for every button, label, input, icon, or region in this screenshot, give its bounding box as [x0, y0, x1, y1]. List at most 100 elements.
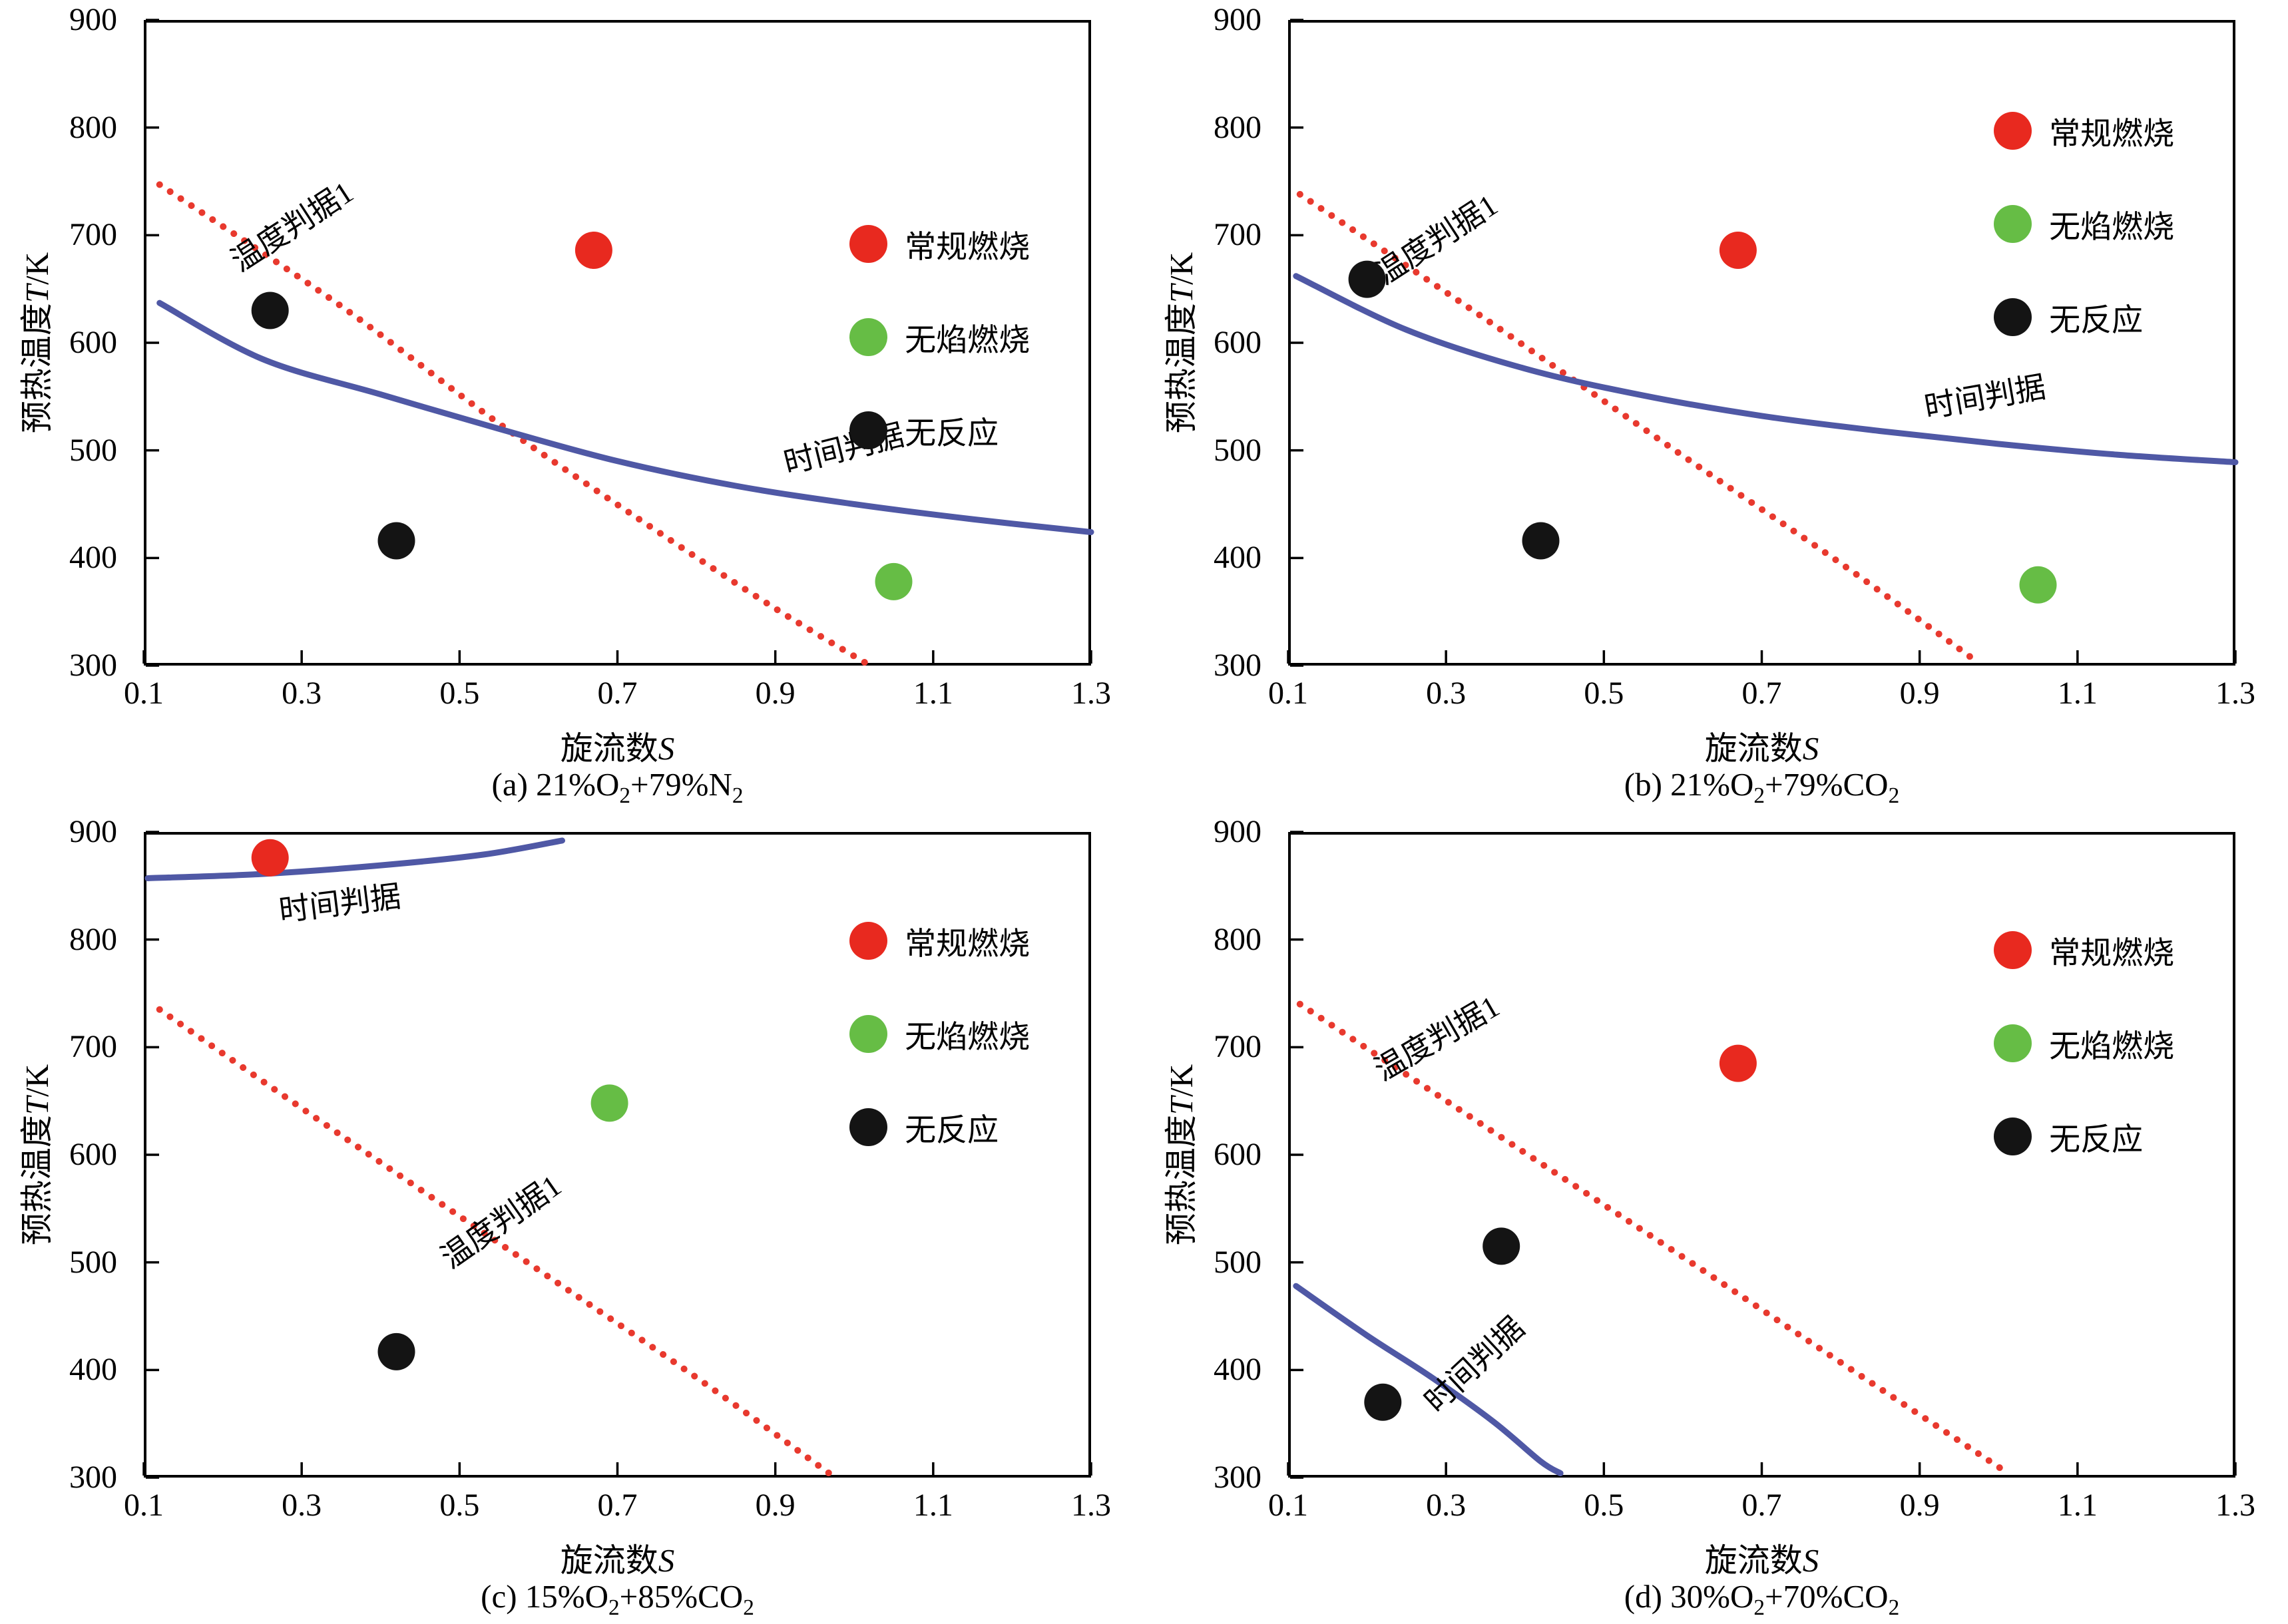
y-tick-label: 300	[1214, 1460, 1261, 1495]
plot-frame	[1288, 20, 2235, 666]
plot-canvas: 温度判据1 时间判据	[1287, 19, 2239, 667]
temp-criterion-line	[1296, 190, 1978, 664]
time-criterion-line	[156, 300, 1094, 535]
legend-marker-flameless-icon	[849, 1014, 888, 1053]
legend-label: 常规燃烧	[2049, 936, 2175, 972]
legend-label: 常规燃烧	[905, 230, 1030, 266]
y-tick-label: 800	[69, 109, 117, 145]
y-tick-label: 300	[1214, 648, 1261, 683]
legend-item-conventional: 常规燃烧	[849, 894, 1030, 987]
label-part: +85%CO	[619, 1578, 744, 1615]
label-part: 2	[1753, 1595, 1765, 1620]
legend-item-conventional: 常规燃烧	[849, 198, 1030, 291]
legend-item-flameless: 无焰燃烧	[1994, 177, 2174, 270]
legend-label: 常规燃烧	[2049, 116, 2175, 152]
legend-marker-no-reaction-icon	[1994, 1117, 2032, 1156]
legend-label: 无焰燃烧	[905, 1020, 1030, 1055]
y-axis-label: 预热温度T/K	[11, 176, 55, 509]
legend-marker-no-reaction-icon	[1994, 298, 2032, 336]
legend-item-conventional: 常规燃烧	[1994, 904, 2174, 997]
y-tick-label: 400	[69, 540, 117, 576]
label-part: 2	[608, 1595, 620, 1620]
x-tick-label: 0.3	[1426, 676, 1467, 711]
label-part: /K	[1163, 1064, 1200, 1097]
plot-canvas: 温度判据1 时间判据	[1287, 831, 2237, 1479]
point-no_reaction	[1483, 1227, 1520, 1265]
time-criterion-line	[144, 837, 565, 882]
legend-marker-flameless-icon	[849, 318, 888, 357]
x-tick-label: 0.5	[1584, 1488, 1624, 1523]
x-tick-label: 1.1	[2057, 676, 2098, 711]
y-tick-label: 700	[1214, 1029, 1261, 1065]
plot-area: 温度判据1 时间判据 常规燃烧 无焰燃烧 无反应	[1287, 831, 2237, 1479]
label-part: +79%CO	[1765, 766, 1889, 803]
label-part: 2	[1888, 1595, 1900, 1620]
legend-item-conventional: 常规燃烧	[1994, 84, 2174, 177]
label-part: +79%N	[630, 766, 732, 803]
x-tick-label: 1.1	[913, 1488, 953, 1523]
x-tick-label: 1.3	[2215, 676, 2255, 711]
x-axis-label: 旋流数S	[144, 1534, 1091, 1581]
x-tick-label: 0.1	[1268, 1488, 1308, 1523]
label-part: 预热温度	[19, 303, 55, 434]
label-part: (d) 30%O	[1624, 1578, 1754, 1615]
temp-criterion-label: 温度判据1	[1369, 989, 1505, 1088]
x-tick-label: 0.7	[1741, 1488, 1782, 1523]
label-part: +70%CO	[1765, 1578, 1889, 1615]
legend-label: 常规燃烧	[905, 926, 1030, 962]
y-tick-label: 700	[69, 1029, 117, 1065]
y-tick-label: 600	[69, 325, 117, 360]
legend-item-no-reaction: 无反应	[1994, 270, 2174, 363]
point-no_reaction	[377, 1332, 415, 1370]
x-tick-label: 1.1	[2057, 1488, 2098, 1523]
point-no_reaction	[251, 292, 289, 329]
y-tick-label: 800	[1214, 921, 1261, 957]
label-part: T	[1163, 284, 1200, 304]
label-part: /K	[19, 252, 55, 285]
label-part: S	[658, 730, 675, 767]
y-tick-label: 400	[1214, 1352, 1261, 1388]
x-tick-label: 0.1	[124, 676, 164, 711]
label-part: /K	[1163, 252, 1200, 285]
label-part: 旋流数	[1704, 730, 1803, 767]
time-criterion-label: 时间判据	[277, 879, 403, 928]
y-tick-label: 400	[69, 1352, 117, 1388]
x-tick-label: 0.3	[282, 1488, 322, 1523]
plot-frame	[1288, 832, 2235, 1478]
plot-frame	[144, 832, 1091, 1478]
legend: 常规燃烧 无焰燃烧 无反应	[849, 894, 1030, 1173]
y-axis-label: 预热温度T/K	[1155, 176, 1200, 509]
temp-criterion-line	[1296, 1000, 2010, 1476]
y-tick-label: 800	[69, 921, 117, 957]
legend-marker-flameless-icon	[1994, 204, 2032, 243]
label-part: (c) 15%O	[481, 1578, 608, 1615]
time-criterion-line	[1293, 1283, 1564, 1476]
plot-area: 温度判据1 时间判据 常规燃烧 无焰燃烧 无反应	[1287, 19, 2239, 667]
x-tick-label: 0.7	[597, 676, 638, 711]
y-tick-label: 800	[1214, 109, 1261, 145]
x-tick-label: 1.1	[913, 676, 953, 711]
legend-marker-conventional-icon	[849, 921, 888, 960]
label-part: 2	[619, 783, 630, 808]
x-tick-label: 0.9	[755, 676, 796, 711]
y-tick-label: 900	[1214, 2, 1261, 37]
legend-item-flameless: 无焰燃烧	[849, 291, 1030, 384]
label-part: T	[19, 1096, 55, 1116]
plot-frame	[144, 20, 1091, 666]
legend-label: 无焰燃烧	[2049, 1030, 2175, 1065]
temp-criterion-line	[156, 181, 873, 669]
plot-area: 温度判据1 时间判据 常规燃烧 无焰燃烧 无反应	[142, 19, 1094, 669]
x-tick-label: 0.3	[1426, 1488, 1467, 1523]
point-conventional	[574, 232, 612, 269]
legend-marker-conventional-icon	[1994, 111, 2032, 150]
y-tick-label: 600	[1214, 1137, 1261, 1172]
x-tick-label: 1.3	[1071, 676, 1111, 711]
point-conventional	[1719, 232, 1757, 269]
temp-criterion-line	[156, 1006, 834, 1478]
label-part: T	[19, 284, 55, 304]
y-tick-label: 500	[69, 1244, 117, 1280]
legend-marker-no-reaction-icon	[849, 1108, 888, 1146]
x-axis-label: 旋流数S	[1288, 722, 2235, 769]
subplot-d: 温度判据1 时间判据 常规燃烧 无焰燃烧 无反应 300 400 500 600 700 8…	[1144, 812, 2288, 1624]
y-tick-label: 900	[69, 2, 117, 37]
